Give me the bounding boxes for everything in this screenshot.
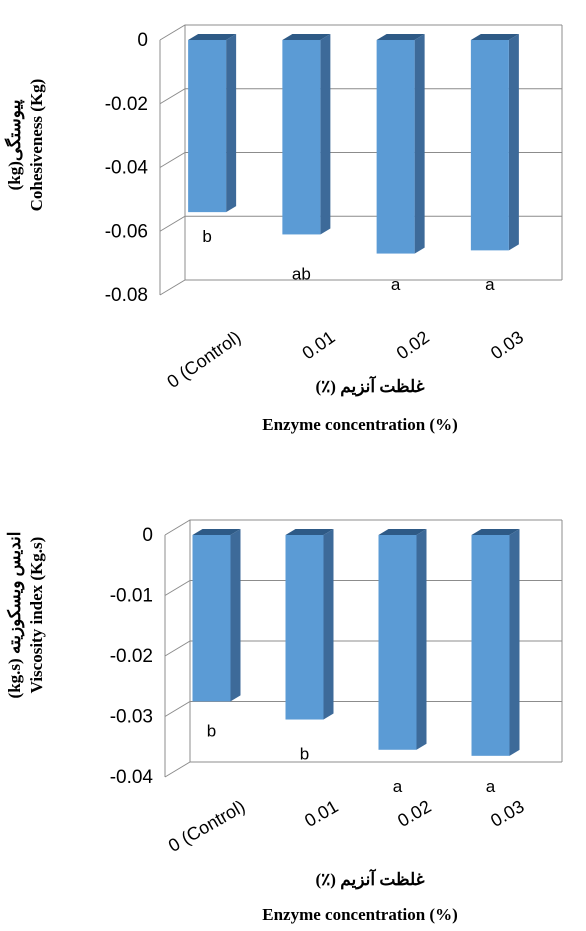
x-tick-label: 0.02 (393, 327, 433, 363)
x-axis-title: Enzyme concentration (%) (262, 905, 457, 924)
gridline (164, 761, 562, 778)
x-axis-title: Enzyme concentration (%) (262, 415, 457, 434)
significance-letter: a (485, 275, 495, 294)
bar-side (230, 529, 241, 702)
significance-letter: a (391, 275, 401, 294)
y-axis-title-persian: (kg)پیوستگی (4, 99, 25, 190)
bar-side (508, 34, 519, 251)
bar-side (416, 529, 427, 750)
bar-side (226, 34, 237, 213)
bar-side (414, 34, 425, 254)
bar-top (192, 529, 241, 535)
y-axis-title-persian: (kg.s) اندیس ویسکوزیته (5, 532, 25, 699)
bar (188, 40, 227, 213)
y-axis-title: Viscosity index (Kg.s) (27, 537, 46, 694)
x-axis-title-persian: غلظت آنزیم (٪) (316, 868, 425, 890)
x-tick-label: 0.03 (487, 796, 527, 831)
bar (470, 40, 509, 251)
y-tick-label: -0.04 (110, 767, 154, 788)
y-tick-label: -0.08 (105, 285, 148, 306)
bar-top (285, 529, 334, 535)
significance-letter: b (300, 745, 309, 764)
bar-top (470, 34, 519, 40)
viscosity-index-chart: 0 -0.01 -0.02 -0.03 -0.04 0 (Control) 0.01 0.02… (5, 519, 563, 924)
bar (282, 40, 321, 235)
significance-letter: b (207, 721, 216, 740)
bar-side (323, 529, 334, 720)
significance-letter: b (202, 227, 211, 246)
x-tick-label: 0 (Control) (163, 327, 244, 392)
y-tick-label: -0.02 (105, 94, 148, 115)
bar-top (376, 34, 425, 40)
y-tick-label: -0.03 (110, 707, 153, 728)
gridline (159, 279, 562, 296)
y-tick-label: -0.01 (110, 586, 153, 607)
gridlines (159, 24, 563, 296)
significance-letter: ab (292, 264, 311, 283)
bar-top (471, 529, 520, 535)
bar (471, 535, 510, 756)
bar-top (188, 34, 237, 40)
y-tick-label: -0.06 (105, 221, 148, 242)
cohesiveness-chart: 0 -0.02 -0.04 -0.06 -0.08 0 (Control) 0.01 0.02… (4, 24, 563, 434)
bars: b ab a a (188, 34, 519, 294)
x-tick-label: 0.03 (487, 327, 527, 363)
bar (378, 535, 417, 750)
bar (285, 535, 324, 720)
x-tick-label: 0.01 (298, 327, 338, 363)
x-tick-label: 0.01 (301, 796, 341, 831)
bars: b b a a (192, 529, 520, 796)
bar (192, 535, 231, 702)
bar-top (378, 529, 427, 535)
x-axis-title-persian: غلظت آنزیم (٪) (316, 375, 425, 397)
y-tick-label: -0.02 (110, 646, 153, 667)
bar (376, 40, 415, 254)
y-axis-title: Cohesiveness (Kg) (27, 79, 46, 212)
y-tick-label: 0 (142, 525, 153, 546)
bar-top (282, 34, 331, 40)
x-tick-label: 0 (Control) (165, 796, 249, 856)
y-tick-label: -0.04 (105, 158, 149, 179)
bar-side (509, 529, 520, 756)
x-tick-label: 0.02 (394, 796, 434, 831)
significance-letter: a (486, 777, 496, 796)
y-tick-label: 0 (137, 30, 148, 51)
significance-letter: a (393, 777, 403, 796)
bar-side (320, 34, 331, 235)
gridlines (164, 519, 563, 778)
